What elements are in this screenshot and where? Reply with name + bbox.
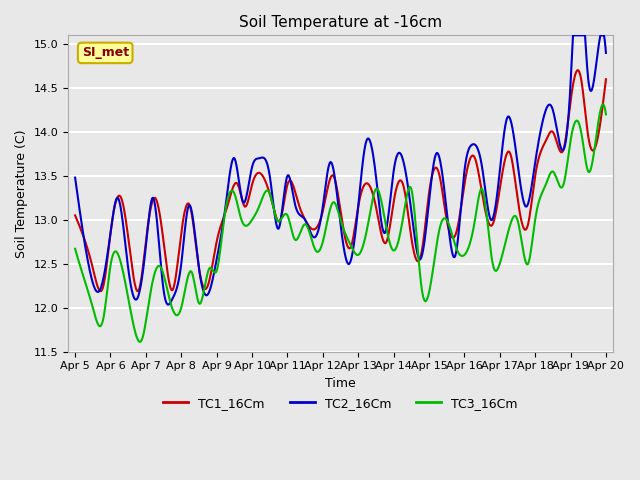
Y-axis label: Soil Temperature (C): Soil Temperature (C) — [15, 129, 28, 258]
Text: SI_met: SI_met — [82, 47, 129, 60]
Legend: TC1_16Cm, TC2_16Cm, TC3_16Cm: TC1_16Cm, TC2_16Cm, TC3_16Cm — [158, 392, 523, 415]
Title: Soil Temperature at -16cm: Soil Temperature at -16cm — [239, 15, 442, 30]
X-axis label: Time: Time — [325, 377, 356, 390]
